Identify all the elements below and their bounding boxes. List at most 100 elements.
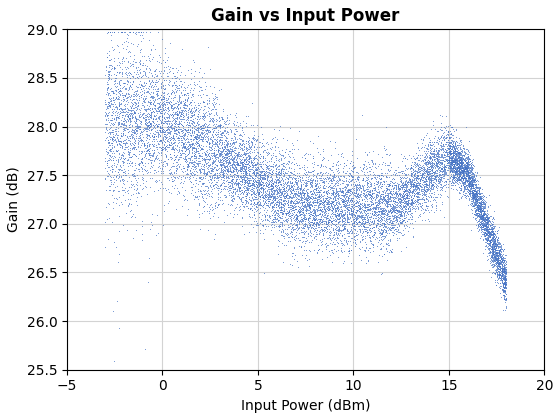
Point	[337, 212, 346, 218]
Point	[204, 104, 213, 110]
Point	[185, 122, 194, 129]
Point	[390, 190, 399, 197]
Point	[251, 137, 260, 144]
Point	[240, 177, 249, 184]
Point	[267, 192, 276, 199]
Point	[255, 191, 264, 197]
Point	[274, 189, 283, 195]
Point	[388, 179, 397, 186]
Point	[382, 186, 391, 193]
Point	[477, 199, 486, 205]
Point	[481, 210, 490, 217]
Point	[316, 204, 325, 211]
Point	[259, 236, 268, 243]
Point	[208, 173, 217, 179]
Point	[198, 194, 207, 201]
Point	[170, 119, 179, 126]
Point	[341, 209, 350, 216]
Point	[278, 134, 287, 141]
Point	[159, 101, 168, 108]
Point	[483, 240, 492, 247]
Point	[425, 185, 434, 192]
Point	[114, 158, 123, 164]
Point	[391, 190, 400, 197]
Point	[372, 209, 381, 216]
Point	[242, 180, 251, 186]
Point	[435, 158, 444, 165]
Point	[396, 213, 405, 219]
Point	[337, 189, 346, 196]
Point	[409, 197, 418, 204]
Point	[434, 174, 443, 181]
Point	[500, 285, 508, 292]
Point	[135, 113, 144, 120]
Point	[378, 199, 387, 205]
Point	[352, 206, 361, 213]
Point	[475, 191, 484, 197]
Point	[292, 185, 301, 192]
Point	[494, 257, 503, 264]
Point	[406, 205, 415, 211]
Point	[129, 113, 138, 120]
Point	[124, 137, 133, 144]
Point	[162, 70, 171, 77]
Point	[167, 111, 176, 118]
Point	[268, 175, 277, 182]
Point	[501, 269, 510, 276]
Point	[274, 213, 283, 219]
Point	[487, 263, 496, 270]
Point	[250, 161, 259, 168]
Point	[253, 165, 262, 172]
Point	[389, 202, 398, 209]
Point	[451, 168, 460, 175]
Point	[356, 200, 365, 206]
Point	[501, 268, 510, 275]
Point	[276, 209, 285, 215]
Point	[358, 176, 367, 183]
Point	[354, 192, 363, 198]
Point	[190, 145, 199, 152]
Point	[217, 162, 226, 168]
Point	[325, 218, 334, 225]
Point	[324, 219, 333, 226]
Point	[482, 220, 491, 227]
Point	[410, 168, 419, 175]
Point	[428, 169, 437, 176]
Point	[342, 177, 351, 184]
Point	[301, 151, 310, 158]
Point	[227, 178, 236, 185]
Point	[297, 193, 306, 200]
Point	[370, 211, 379, 218]
Point	[222, 165, 231, 172]
Point	[344, 195, 353, 202]
Point	[288, 204, 297, 211]
Point	[127, 128, 136, 134]
Point	[236, 188, 245, 194]
Point	[320, 179, 329, 186]
Point	[267, 136, 276, 142]
Point	[240, 176, 249, 183]
Point	[130, 105, 139, 111]
Point	[400, 162, 409, 169]
Point	[149, 123, 158, 130]
Point	[134, 113, 143, 119]
Point	[493, 241, 502, 247]
Point	[183, 151, 192, 158]
Point	[214, 133, 223, 139]
Point	[450, 141, 459, 147]
Point	[451, 153, 460, 160]
Point	[292, 257, 301, 264]
Point	[291, 172, 300, 178]
Point	[105, 68, 114, 75]
Point	[254, 184, 263, 191]
Point	[375, 196, 384, 203]
Point	[320, 226, 329, 232]
Point	[387, 210, 396, 217]
Point	[119, 121, 128, 128]
Point	[183, 150, 192, 157]
Point	[188, 172, 197, 179]
Point	[207, 116, 216, 122]
Point	[172, 159, 181, 166]
Point	[358, 176, 367, 183]
Point	[447, 146, 456, 152]
